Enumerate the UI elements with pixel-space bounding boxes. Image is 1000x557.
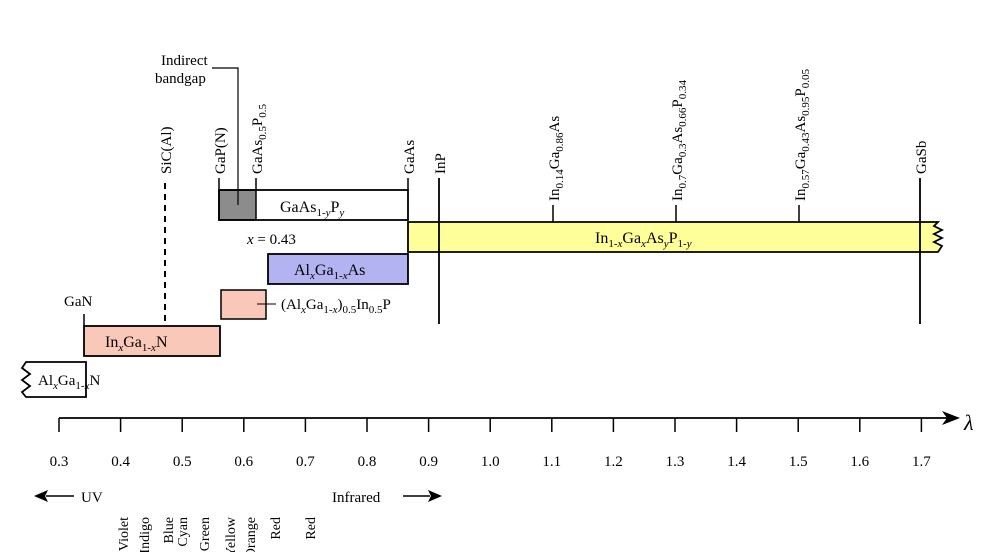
ingaasp-bar — [407, 221, 945, 253]
wavelength-axis: λ 0.3 0.4 0.5 0.6 0.7 0.8 0.9 1.0 1.1 1.2 1.3 1.4 1.… — [50, 410, 974, 470]
axis-tick-label: 1.0 — [481, 454, 500, 470]
uv-arrow: UV — [34, 490, 103, 506]
gaasp-bar-label: GaAs1-yPy — [280, 199, 344, 219]
gasb-label: GaSb — [914, 141, 930, 174]
axis-arrowhead — [942, 411, 960, 425]
color-name-label: Red — [269, 517, 284, 540]
sic-label: SiC(Al) — [159, 126, 175, 174]
gaas-label: GaAs — [402, 140, 418, 174]
gaasp-label: GaAs0.5P0.5 — [250, 103, 269, 174]
axis-tick-label: 0.7 — [296, 454, 315, 470]
color-name-label: Blue — [162, 517, 177, 543]
gapn-label: GaP(N) — [213, 127, 229, 174]
axis-tick-label: 0.9 — [419, 454, 438, 470]
ingaas-label: In0.14Ga0.86As — [547, 116, 566, 201]
color-name-label: Green — [198, 517, 213, 551]
q2-label: In0.57Ga0.43As0.95P0.05 — [793, 68, 812, 201]
ingaasp-bar-label: In1-xGaxAsyP1-y — [595, 230, 692, 250]
axis-tick-label: 1.5 — [789, 454, 808, 470]
q1-label: In0.7Ga0.3As0.66P0.34 — [670, 79, 689, 201]
axis-tick-label: 0.8 — [358, 454, 377, 470]
axis-tick-label: 0.4 — [111, 454, 130, 470]
infrared-label: Infrared — [332, 490, 381, 506]
axis-tick-label: 1.6 — [850, 454, 869, 470]
gaasp-bar — [218, 189, 409, 221]
inp-label: InP — [433, 153, 449, 174]
color-name-label: Violet — [117, 517, 132, 551]
color-name-label: Yellow — [224, 516, 239, 552]
axis-tick-label: 1.4 — [727, 454, 746, 470]
infrared-arrowhead — [428, 490, 442, 502]
ingan-bar — [83, 325, 221, 357]
color-name-label: Indigo — [138, 517, 153, 552]
algaas-bar — [267, 253, 409, 285]
axis-tick-label: 0.3 — [50, 454, 69, 470]
color-name-group: Violet Indigo Blue Cyan Green Yellow Orange Red… — [117, 516, 319, 557]
axis-tick-label: 1.1 — [542, 454, 561, 470]
gan-label: GaN — [64, 294, 92, 310]
lambda-symbol: λ — [963, 410, 974, 435]
indirect-label-line1: Indirect — [161, 53, 208, 69]
axis-tick-label: 1.7 — [912, 454, 931, 470]
infrared-arrow: Infrared — [332, 490, 442, 506]
axis-tick-label: 0.6 — [234, 454, 253, 470]
uv-label: UV — [81, 490, 103, 506]
algaas-bar-label: AlxGa1-xAs — [294, 262, 365, 282]
x-composition-label: x = 0.43 — [246, 232, 296, 248]
indirect-bandgap-leader — [212, 67, 239, 205]
algan-bar — [20, 361, 87, 398]
axis-tick-label: 0.5 — [173, 454, 192, 470]
color-name-label: Orange — [244, 517, 259, 552]
uv-arrowhead — [34, 490, 48, 502]
color-name-label: Red — [304, 517, 319, 540]
algainp-label: (AlxGa1-x)0.5In0.5P — [281, 297, 391, 316]
color-name-label: Cyan — [176, 517, 191, 547]
axis-tick-label: 1.2 — [604, 454, 623, 470]
tick-group: 0.3 0.4 0.5 0.6 0.7 0.8 0.9 1.0 1.1 1.2 1.3 1.4 1.5 1… — [50, 418, 931, 470]
indirect-label-line2: bandgap — [155, 71, 206, 87]
algan-bar-label: AlxGa1-xN — [38, 373, 100, 392]
ingan-bar-label: InxGa1-xN — [105, 334, 168, 354]
axis-tick-label: 1.3 — [666, 454, 685, 470]
